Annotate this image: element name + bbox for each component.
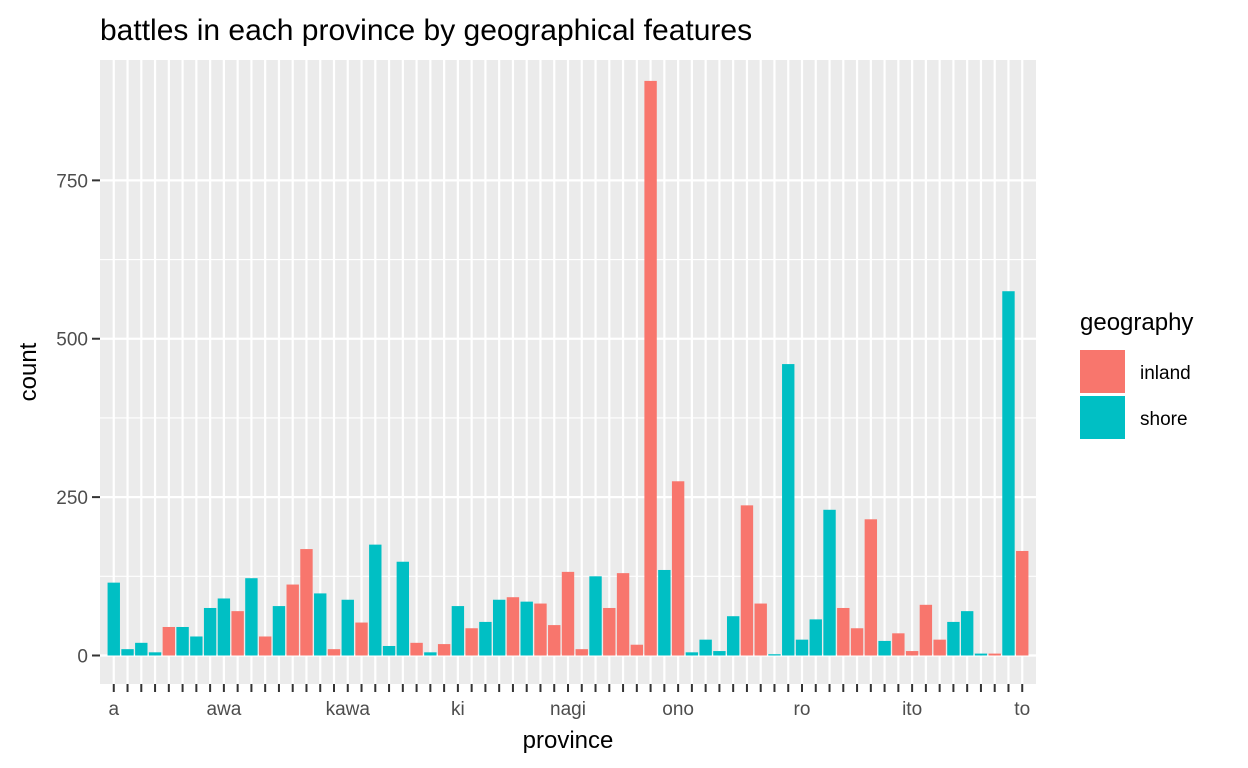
bar-shore xyxy=(878,640,891,656)
y-tick-label: 500 xyxy=(56,330,88,351)
bar-inland xyxy=(575,649,588,656)
bar-shore xyxy=(782,364,795,656)
legend-title: geography xyxy=(1080,309,1193,336)
bar-inland xyxy=(754,603,767,656)
bar-inland xyxy=(919,604,933,656)
y-axis: 0 250 500 750 xyxy=(56,171,100,667)
bar-shore xyxy=(203,607,217,656)
bar-shore xyxy=(107,582,120,656)
bars xyxy=(107,80,1029,656)
bar-shore xyxy=(479,621,492,656)
x-tick-label: to xyxy=(1014,699,1030,720)
bar-shore xyxy=(135,642,148,656)
bar-inland xyxy=(933,639,946,656)
y-tick-label: 250 xyxy=(56,488,88,509)
y-tick-label: 0 xyxy=(77,646,88,667)
bar-shore xyxy=(148,652,162,656)
bar-inland xyxy=(603,607,616,656)
x-tick-label: ono xyxy=(662,699,694,720)
legend-label-inland: inland xyxy=(1140,363,1191,384)
x-tick-label: a xyxy=(108,699,119,720)
bar-shore xyxy=(492,599,506,656)
bar-shore xyxy=(947,621,960,656)
x-tick-label: ro xyxy=(794,699,811,720)
legend-key-inland xyxy=(1080,350,1125,393)
bar-shore xyxy=(974,653,988,656)
bar-shore xyxy=(726,616,740,656)
chart-title: battles in each province by geographical… xyxy=(100,14,752,47)
bar-inland xyxy=(837,607,850,656)
bar-shore xyxy=(314,593,327,656)
x-axis-title: province xyxy=(523,727,614,754)
bar-inland xyxy=(355,622,368,656)
bar-inland xyxy=(905,651,919,656)
bar-shore xyxy=(809,619,822,656)
bar-shore xyxy=(795,639,809,656)
bar-inland xyxy=(327,649,341,656)
bar-inland xyxy=(892,633,905,656)
bar-shore xyxy=(341,599,354,656)
bar-shore xyxy=(382,645,396,656)
bar-inland xyxy=(258,636,272,656)
bar-inland xyxy=(1016,550,1029,656)
bar-inland xyxy=(437,644,451,656)
bar-shore xyxy=(272,606,286,656)
bar-inland xyxy=(630,644,644,656)
bar-shore xyxy=(713,651,726,656)
bar-shore xyxy=(685,652,699,656)
bar-shore xyxy=(823,509,836,656)
bar-shore xyxy=(424,652,437,656)
x-tick-label: kawa xyxy=(326,699,371,720)
bar-inland xyxy=(850,628,864,656)
bar-shore xyxy=(217,598,231,656)
bar-inland xyxy=(561,571,575,656)
bar-inland xyxy=(162,626,176,656)
bar-shore xyxy=(960,611,974,656)
bar-inland xyxy=(410,642,423,656)
bar-inland xyxy=(300,549,313,656)
bar-shore xyxy=(190,636,203,656)
legend-label-shore: shore xyxy=(1140,409,1188,430)
bar-inland xyxy=(988,653,1001,656)
legend-key-shore xyxy=(1080,396,1125,439)
x-tick-label: ito xyxy=(902,699,922,720)
x-tick-label: awa xyxy=(206,699,241,720)
legend: geography inland shore xyxy=(1080,309,1193,439)
y-tick-label: 750 xyxy=(56,171,88,192)
bar-shore xyxy=(396,561,410,656)
bar-inland xyxy=(465,628,478,656)
grid xyxy=(100,60,1036,684)
bar-shore xyxy=(768,654,781,656)
bar-shore xyxy=(658,569,671,656)
bar-inland xyxy=(740,505,754,656)
x-tick-label: nagi xyxy=(550,699,586,720)
bar-inland xyxy=(231,611,244,656)
bar-inland xyxy=(616,573,630,656)
bar-shore xyxy=(451,606,465,656)
bar-shore xyxy=(699,639,712,656)
bar-inland xyxy=(548,625,561,656)
bar-inland xyxy=(864,519,878,656)
bar-shore xyxy=(1002,291,1015,656)
bar-inland xyxy=(671,481,685,656)
bar-inland xyxy=(644,80,657,656)
bar-shore xyxy=(121,649,134,656)
bar-shore xyxy=(369,544,382,656)
x-tick-label: ki xyxy=(451,699,465,720)
x-axis: a awa kawa ki nagi ono ro ito to xyxy=(108,684,1030,720)
bar-shore xyxy=(176,626,189,656)
bar-shore xyxy=(589,576,602,656)
y-axis-title: count xyxy=(15,342,42,401)
bar-inland xyxy=(534,603,547,656)
bar-inland xyxy=(286,584,299,656)
bar-shore xyxy=(520,601,533,656)
bar-inland xyxy=(506,597,520,656)
bar-shore xyxy=(245,578,258,656)
